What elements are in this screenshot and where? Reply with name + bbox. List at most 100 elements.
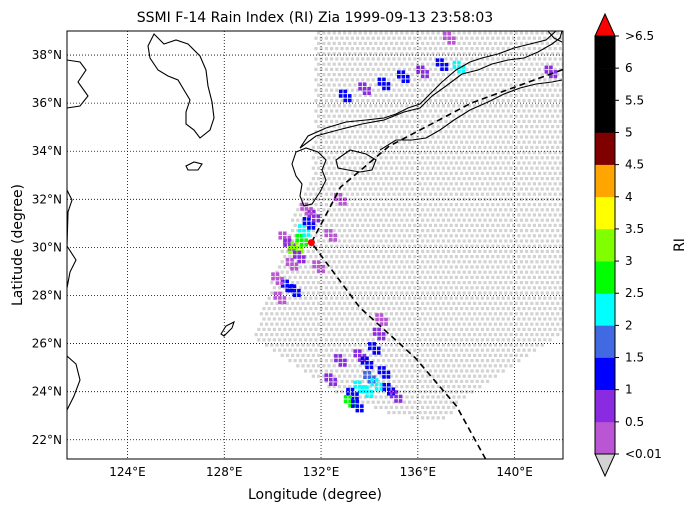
swath-dot bbox=[548, 78, 552, 82]
swath-dot bbox=[415, 229, 419, 233]
swath-dot bbox=[548, 119, 552, 123]
swath-dot bbox=[350, 78, 354, 82]
swath-dot bbox=[556, 249, 560, 253]
swath-dot bbox=[538, 130, 542, 134]
swath-dot bbox=[496, 286, 500, 290]
swath-dot bbox=[397, 67, 401, 71]
swath-dot bbox=[369, 312, 373, 316]
x-tick-label: 132°E bbox=[303, 465, 340, 479]
swath-dot bbox=[340, 67, 344, 71]
swath-dot bbox=[296, 343, 300, 347]
swath-dot bbox=[392, 213, 396, 217]
swath-dot bbox=[426, 364, 430, 368]
swath-dot bbox=[486, 192, 490, 196]
swath-dot bbox=[444, 255, 448, 259]
swath-dot bbox=[324, 255, 328, 259]
swath-dot bbox=[361, 307, 365, 311]
swath-dot bbox=[345, 57, 349, 61]
swath-dot bbox=[426, 41, 430, 45]
swath-dot bbox=[483, 229, 487, 233]
swath-dot bbox=[540, 114, 544, 118]
swath-dot bbox=[410, 156, 414, 160]
swath-dot bbox=[327, 93, 331, 97]
y-tick-label: 30°N bbox=[32, 240, 62, 254]
swath-dot bbox=[558, 182, 562, 186]
swath-dot bbox=[330, 109, 334, 113]
swath-dot bbox=[387, 348, 391, 352]
swath-dot bbox=[553, 57, 557, 61]
rain-cell bbox=[302, 221, 307, 226]
swath-dot bbox=[418, 317, 422, 321]
swath-dot bbox=[553, 296, 557, 300]
swath-dot bbox=[553, 151, 557, 155]
swath-dot bbox=[504, 312, 508, 316]
swath-dot bbox=[374, 270, 378, 274]
swath-dot bbox=[400, 218, 404, 222]
swath-dot bbox=[470, 203, 474, 207]
rain-cell bbox=[348, 394, 352, 399]
swath-dot bbox=[434, 213, 438, 217]
swath-dot bbox=[345, 327, 349, 331]
swath-dot bbox=[447, 385, 451, 389]
swath-dot bbox=[519, 73, 523, 77]
swath-dot bbox=[470, 140, 474, 144]
swath-dot bbox=[410, 405, 414, 409]
swath-dot bbox=[322, 41, 326, 45]
swath-dot bbox=[280, 343, 284, 347]
swath-dot bbox=[314, 234, 318, 238]
swath-dot bbox=[488, 31, 492, 35]
swath-dot bbox=[322, 229, 326, 233]
rain-cell bbox=[401, 70, 406, 74]
swath-dot bbox=[441, 41, 445, 45]
swath-dot bbox=[353, 62, 357, 66]
swath-dot bbox=[366, 161, 370, 165]
swath-dot bbox=[493, 135, 497, 139]
swath-dot bbox=[340, 265, 344, 269]
swath-dot bbox=[327, 260, 331, 264]
swath-dot bbox=[400, 52, 404, 56]
swath-dot bbox=[324, 182, 328, 186]
swath-dot bbox=[392, 307, 396, 311]
swath-dot bbox=[509, 333, 513, 337]
rain-cell bbox=[357, 385, 362, 389]
swath-dot bbox=[309, 348, 313, 352]
swath-dot bbox=[384, 197, 388, 201]
swath-dot bbox=[366, 171, 370, 175]
swath-dot bbox=[551, 208, 555, 212]
swath-dot bbox=[366, 317, 370, 321]
swath-dot bbox=[343, 333, 347, 337]
swath-dot bbox=[361, 213, 365, 217]
swath-dot bbox=[486, 171, 490, 175]
swath-dot bbox=[405, 52, 409, 56]
swath-dot bbox=[410, 249, 414, 253]
swath-dot bbox=[540, 31, 544, 35]
swath-dot bbox=[392, 400, 396, 404]
swath-dot bbox=[413, 255, 417, 259]
swath-dot bbox=[553, 223, 557, 227]
swath-dot bbox=[389, 145, 393, 149]
swath-dot bbox=[434, 400, 438, 404]
swath-dot bbox=[522, 244, 526, 248]
swath-dot bbox=[421, 208, 425, 212]
swath-dot bbox=[535, 31, 539, 35]
swath-dot bbox=[483, 343, 487, 347]
swath-dot bbox=[439, 223, 443, 227]
swath-dot bbox=[293, 307, 297, 311]
swath-dot bbox=[415, 301, 419, 305]
swath-dot bbox=[400, 62, 404, 66]
swath-dot bbox=[343, 249, 347, 253]
swath-dot bbox=[363, 301, 367, 305]
swath-dot bbox=[525, 62, 529, 66]
rain-cell bbox=[316, 214, 321, 218]
swath-dot bbox=[488, 177, 492, 181]
colorbar-tick-label: 1 bbox=[625, 383, 633, 397]
swath-dot bbox=[441, 229, 445, 233]
swath-dot bbox=[343, 218, 347, 222]
swath-dot bbox=[356, 369, 360, 373]
swath-dot bbox=[324, 36, 328, 40]
swath-dot bbox=[280, 270, 284, 274]
swath-dot bbox=[439, 192, 443, 196]
swath-dot bbox=[421, 374, 425, 378]
swath-dot bbox=[473, 208, 477, 212]
swath-dot bbox=[496, 244, 500, 248]
